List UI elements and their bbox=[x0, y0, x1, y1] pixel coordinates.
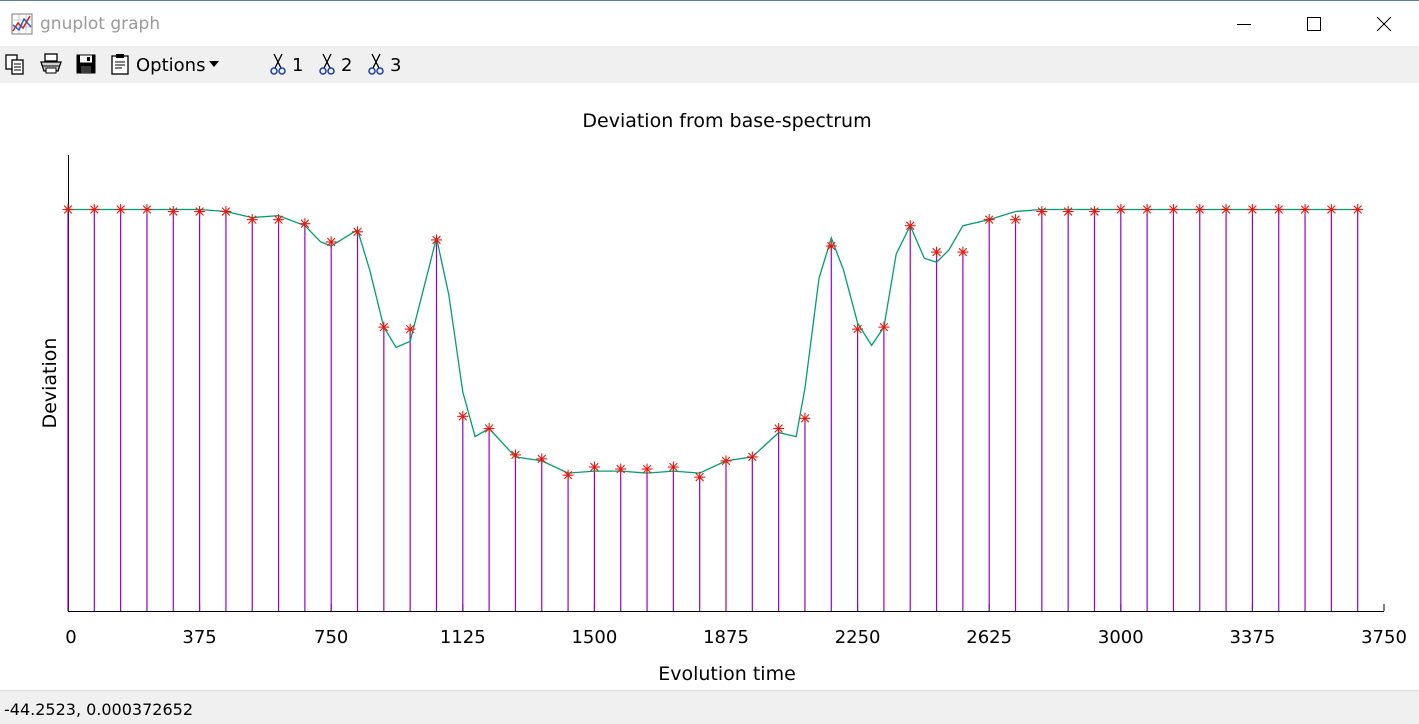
data-point bbox=[115, 204, 127, 215]
data-point bbox=[1167, 204, 1179, 215]
data-point bbox=[457, 410, 469, 422]
x-axis-label: Evolution time bbox=[658, 663, 796, 685]
data-point bbox=[1220, 204, 1232, 215]
bookmark-2-label: 2 bbox=[341, 55, 353, 76]
deviation-chart[interactable]: Deviation from base-spectrum Evolution t… bbox=[0, 83, 1419, 690]
x-tick-label: 2625 bbox=[966, 627, 1012, 648]
data-point bbox=[194, 206, 206, 218]
data-point bbox=[799, 412, 811, 424]
x-tick-label: 2250 bbox=[835, 627, 881, 648]
data-point bbox=[852, 323, 864, 335]
data-point bbox=[430, 234, 442, 246]
data-point bbox=[1062, 206, 1074, 218]
data-point bbox=[1246, 204, 1258, 215]
data-point bbox=[246, 214, 258, 226]
minimize-button[interactable] bbox=[1209, 1, 1279, 47]
data-point bbox=[299, 218, 311, 230]
data-point bbox=[62, 204, 74, 215]
printer-icon bbox=[40, 53, 62, 74]
floppy-disk-icon bbox=[76, 54, 96, 74]
data-point bbox=[273, 214, 285, 226]
x-tick-label: 3000 bbox=[1098, 627, 1144, 648]
bookmark-2-button[interactable]: 2 bbox=[319, 52, 355, 76]
data-point bbox=[1036, 206, 1048, 218]
minimize-icon bbox=[1237, 24, 1251, 25]
data-point bbox=[141, 204, 153, 215]
data-point bbox=[1194, 204, 1206, 215]
data-point bbox=[404, 323, 416, 335]
data-point bbox=[825, 240, 837, 252]
x-tick-label: 375 bbox=[182, 627, 216, 648]
chart-title: Deviation from base-spectrum bbox=[582, 110, 871, 132]
dropdown-arrow-icon bbox=[209, 61, 219, 67]
x-tick-label: 3750 bbox=[1361, 627, 1407, 648]
x-tick-label: 0 bbox=[65, 627, 76, 648]
data-point bbox=[931, 246, 943, 258]
save-button[interactable] bbox=[75, 52, 97, 76]
maximize-icon bbox=[1307, 17, 1321, 31]
x-tick-label: 750 bbox=[314, 627, 348, 648]
data-point bbox=[1273, 204, 1285, 215]
data-point bbox=[1352, 204, 1364, 215]
clipboard-icon bbox=[111, 54, 129, 75]
bookmark-3-label: 3 bbox=[390, 55, 402, 76]
print-button[interactable] bbox=[38, 52, 64, 76]
close-icon bbox=[1376, 16, 1392, 32]
data-point bbox=[220, 206, 232, 218]
copy-icon bbox=[5, 54, 24, 75]
status-bar: -44.2523, 0.000372652 bbox=[0, 690, 1419, 724]
data-point bbox=[588, 461, 600, 473]
data-point bbox=[352, 226, 364, 238]
data-point bbox=[167, 206, 179, 218]
x-tick-label: 1125 bbox=[440, 627, 486, 648]
maximize-button[interactable] bbox=[1279, 1, 1349, 47]
data-point bbox=[536, 453, 548, 465]
plot-canvas[interactable]: Deviation from base-spectrum Evolution t… bbox=[0, 83, 1419, 690]
data-point bbox=[1088, 206, 1100, 218]
window-title: gnuplot graph bbox=[40, 14, 161, 34]
data-point bbox=[878, 321, 890, 333]
data-point bbox=[1115, 204, 1127, 215]
mouse-coordinates: -44.2523, 0.000372652 bbox=[4, 700, 193, 719]
data-point bbox=[509, 449, 521, 461]
data-point bbox=[773, 423, 785, 434]
title-bar: gnuplot graph bbox=[0, 0, 1419, 46]
smooth-curve bbox=[68, 208, 1358, 474]
data-point bbox=[957, 246, 969, 258]
data-point bbox=[1325, 204, 1337, 215]
data-point bbox=[1010, 214, 1022, 226]
scissors-icon bbox=[368, 53, 384, 75]
data-point bbox=[746, 451, 758, 463]
options-label: Options bbox=[136, 55, 206, 76]
data-point bbox=[720, 455, 732, 467]
data-point bbox=[562, 469, 574, 481]
scissors-icon bbox=[270, 53, 286, 75]
bookmark-1-button[interactable]: 1 bbox=[270, 52, 306, 76]
data-point bbox=[694, 471, 706, 483]
x-tick-label: 1875 bbox=[703, 627, 749, 648]
scissors-icon bbox=[319, 53, 335, 75]
data-point bbox=[483, 423, 495, 434]
x-tick-label: 3375 bbox=[1229, 627, 1275, 648]
data-point bbox=[904, 220, 916, 232]
data-point bbox=[325, 236, 337, 248]
data-point bbox=[667, 461, 679, 473]
data-point bbox=[88, 204, 100, 215]
toolbar: Options 1 2 3 bbox=[0, 46, 1419, 83]
copy-button[interactable] bbox=[4, 52, 26, 76]
gnuplot-graph-icon bbox=[11, 13, 33, 35]
data-point bbox=[378, 321, 390, 333]
data-point bbox=[1299, 204, 1311, 215]
x-tick-label: 1500 bbox=[571, 627, 617, 648]
close-button[interactable] bbox=[1349, 1, 1419, 47]
bookmark-1-label: 1 bbox=[292, 55, 304, 76]
options-menu-button[interactable]: Options bbox=[110, 52, 230, 76]
data-point bbox=[1141, 204, 1153, 215]
data-point bbox=[641, 463, 653, 475]
y-axis-label: Deviation bbox=[39, 338, 61, 429]
bookmark-3-button[interactable]: 3 bbox=[368, 52, 404, 76]
data-point bbox=[615, 463, 627, 475]
data-point bbox=[983, 214, 995, 226]
